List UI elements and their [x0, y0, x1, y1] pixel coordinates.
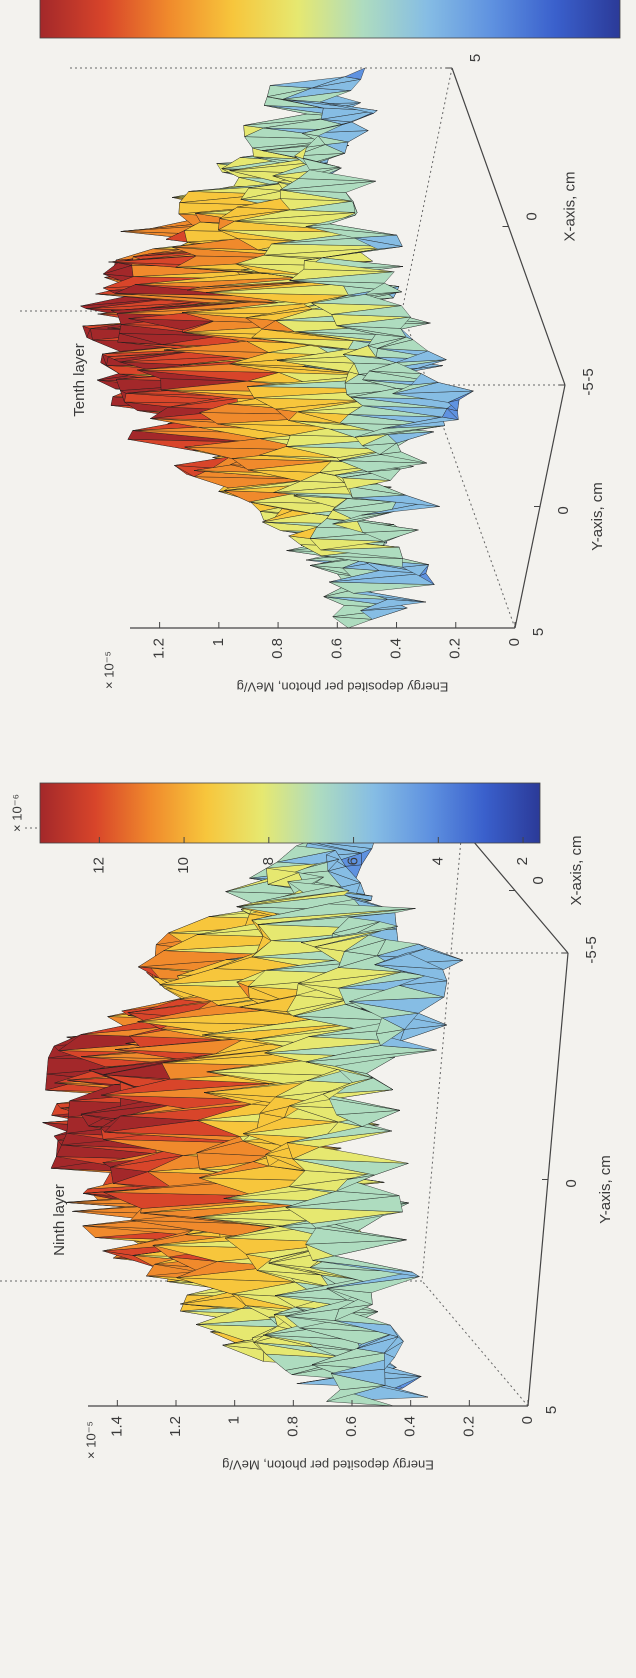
z-tick-label: 1 — [210, 638, 227, 646]
surface — [79, 67, 475, 629]
x-tick-label: 5 — [467, 54, 484, 62]
z-tick-label: 1.4 — [108, 1416, 125, 1437]
z-tick-label: 0 — [506, 638, 523, 646]
z-scale-label: × 10⁻⁵ — [101, 651, 116, 689]
colorbar-tick-label: 8 — [260, 857, 277, 865]
surface-facet — [256, 885, 350, 903]
surface-facet — [374, 948, 426, 965]
z-tick-label: 0.2 — [447, 638, 464, 659]
surface-facet — [331, 917, 380, 934]
z-tick-label: 0.6 — [343, 1416, 360, 1437]
x-tick-label: 0 — [530, 876, 547, 884]
surface-facet — [305, 226, 397, 239]
box-edge — [421, 827, 463, 1282]
z-axis-label: Energy deposited per photon, MeV/g — [222, 1458, 434, 1473]
surface-facet — [297, 169, 377, 182]
surface-facet — [302, 158, 340, 171]
box-edge — [401, 67, 453, 312]
surface-facet — [305, 214, 356, 227]
z-tick-label: 0 — [519, 1416, 536, 1424]
colorbar — [39, 0, 621, 39]
surface-facet — [344, 894, 397, 912]
z-tick-label: 0.6 — [328, 638, 345, 659]
y-axis-label: Y-axis, cm — [597, 1155, 614, 1224]
colorbar-tick-label: 12 — [90, 857, 107, 874]
surface-facet — [304, 248, 378, 261]
surface-facet — [344, 67, 366, 80]
surface-facet — [400, 328, 414, 340]
surface-facet — [396, 350, 447, 363]
surface-facet — [305, 135, 326, 148]
surface-facet — [326, 854, 340, 872]
surface — [42, 827, 464, 1407]
y-tick-label: 0 — [555, 506, 572, 514]
colorbar-tick-label: 4 — [429, 857, 446, 865]
z-tick-label: 0.4 — [388, 638, 405, 659]
colorbar — [39, 782, 541, 844]
surface-facet — [289, 271, 395, 284]
surface-facet — [302, 124, 343, 137]
surface-facet — [266, 867, 299, 885]
surface-facet — [377, 339, 429, 352]
surface-facet — [303, 260, 395, 273]
surface-facet — [418, 943, 463, 961]
surface-facet — [369, 362, 422, 374]
x-axis-label: X-axis, cm — [561, 171, 578, 241]
y-tick-label: 5 — [543, 1406, 560, 1414]
y-tick-label: 5 — [530, 628, 547, 636]
surface-facet — [345, 192, 354, 205]
surface-facet — [319, 101, 378, 114]
chart-title: Ninth layer — [51, 1184, 68, 1256]
surface-facet — [336, 316, 412, 329]
z-tick-label: 1 — [226, 1416, 243, 1424]
z-tick-label: 1.2 — [151, 638, 168, 659]
z-tick-label: 0.2 — [460, 1416, 477, 1437]
surface-facet — [344, 934, 387, 952]
x-tick-label: 0 — [523, 212, 540, 220]
z-tick-label: 0.8 — [284, 1416, 301, 1437]
x-tick-label: -5 — [583, 936, 600, 949]
box-edge — [421, 1280, 529, 1407]
z-tick-label: 1.2 — [167, 1416, 184, 1437]
z-axis-label: Energy deposited per photon, MeV/g — [237, 680, 449, 695]
y-tick-label: -5 — [583, 950, 600, 963]
surface-facet — [236, 890, 350, 907]
surface-facet — [353, 237, 403, 250]
y-axis-label: Y-axis, cm — [589, 482, 606, 551]
surface-facet — [301, 925, 399, 943]
surface-facet — [282, 90, 351, 103]
x-axis-label: X-axis, cm — [568, 835, 585, 905]
surface-facet — [293, 146, 308, 159]
colorbar-tick-label: 2 — [514, 857, 531, 865]
surface-facet — [376, 939, 419, 957]
x-tick-label: -5 — [580, 368, 597, 381]
colorbar-scale-label: × 10⁻⁶ — [9, 794, 24, 832]
surface-facet — [276, 845, 336, 863]
surface-facet — [280, 180, 377, 193]
colorbar-tick-label: 10 — [175, 857, 192, 874]
chart-title: Tenth layer — [71, 343, 88, 416]
y-tick-label: 0 — [563, 1179, 580, 1187]
surface-facet — [410, 373, 439, 386]
surface-facet — [257, 908, 416, 925]
surface-facet — [314, 930, 382, 948]
surface-facet — [331, 305, 412, 318]
z-scale-label: × 10⁻⁵ — [83, 1421, 98, 1459]
surface-facet — [251, 903, 416, 921]
z-tick-label: 0.8 — [269, 638, 286, 659]
surface-facet — [364, 282, 403, 295]
surface-facet — [353, 203, 358, 216]
surface-facet — [312, 78, 362, 91]
y-tick-label: -5 — [580, 382, 597, 395]
z-tick-label: 0.4 — [402, 1416, 419, 1437]
surface-facet — [342, 113, 374, 125]
colorbar-tick-label: 6 — [345, 857, 362, 865]
surface-facet — [311, 294, 402, 306]
